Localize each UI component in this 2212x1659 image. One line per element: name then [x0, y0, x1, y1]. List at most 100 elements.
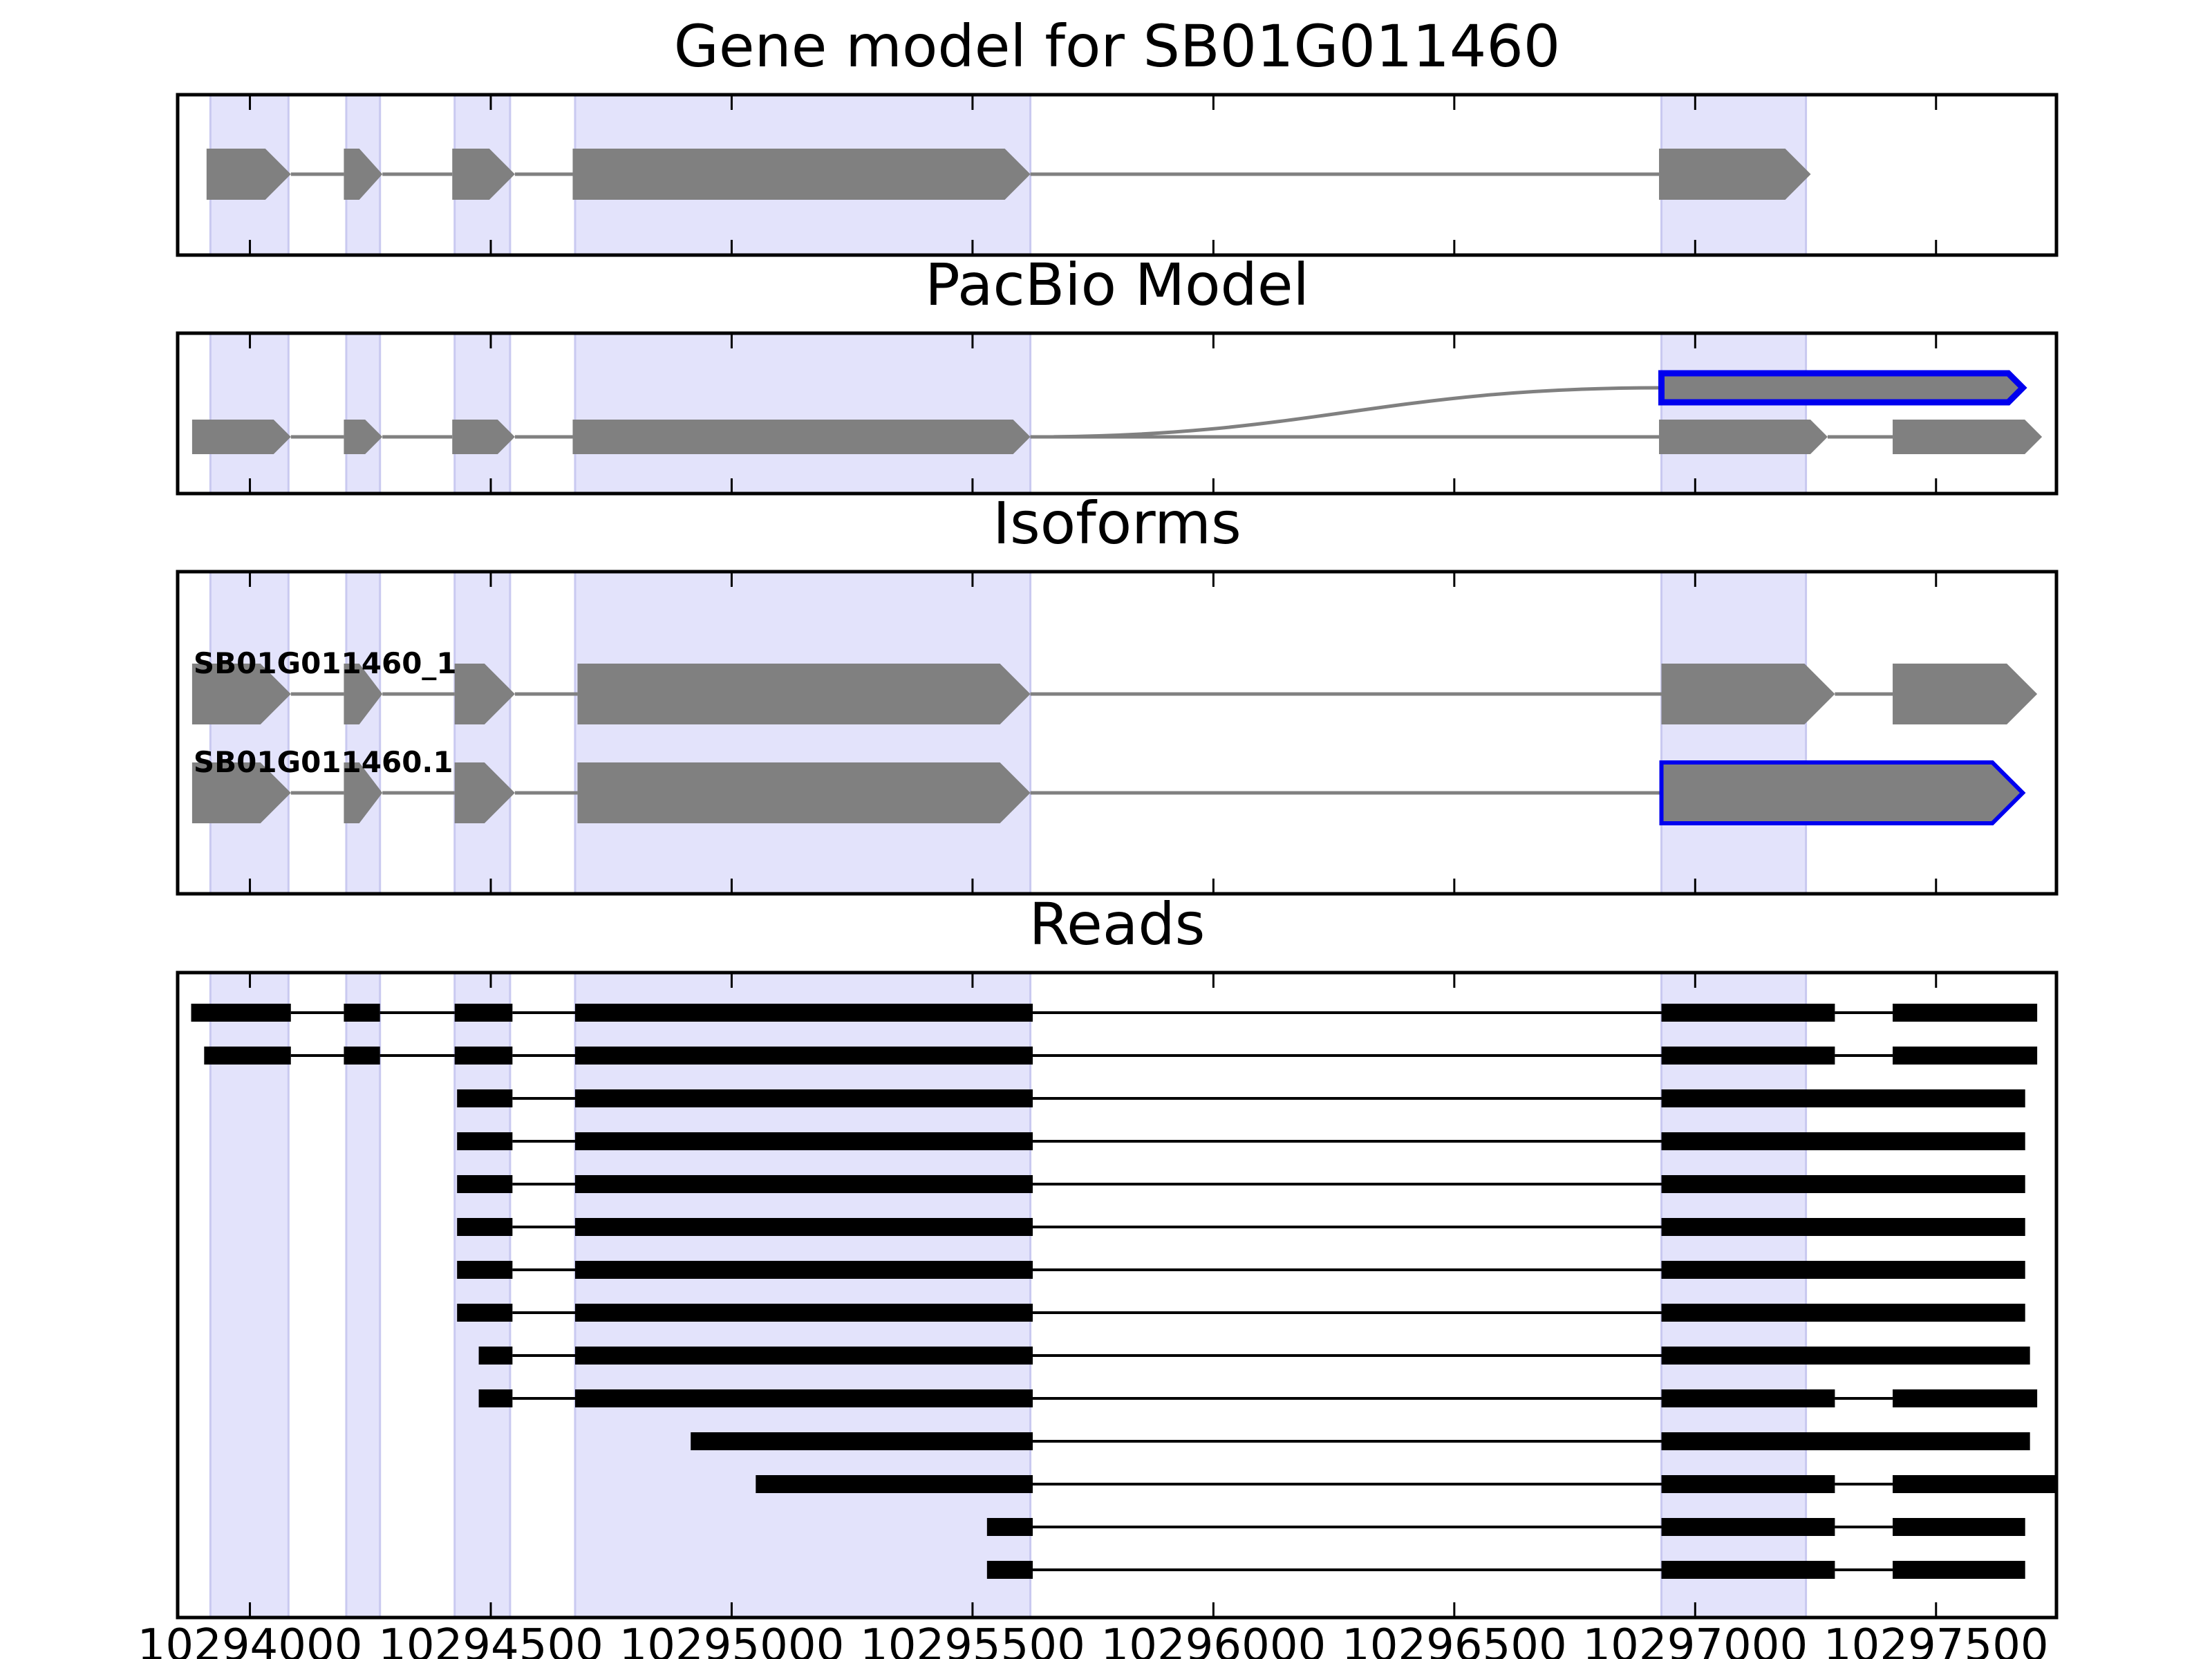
exon-shade-rd-2: [453, 971, 512, 1619]
panel-title-isoforms: Isoforms: [993, 489, 1241, 557]
ticks-pacbio: [249, 333, 1938, 494]
read-5-block-1: [574, 1218, 1033, 1236]
read-0-block-1: [344, 1004, 380, 1022]
exon-shade-iso-3: [574, 570, 1032, 895]
read-9-block-1: [574, 1389, 1033, 1407]
panel-title-gene-model: Gene model for SB01G011460: [674, 12, 1560, 80]
ticks-reads: [249, 973, 1938, 1618]
read-10-block-0: [691, 1432, 1033, 1450]
read-0-block-2: [454, 1004, 513, 1022]
exon-shade-pb-0: [209, 332, 290, 495]
read-5-block-2: [1661, 1218, 2025, 1236]
read-2-block-2: [1661, 1089, 2025, 1107]
gene-model-exon-2: [452, 149, 515, 200]
isoform-0-exon-0: [191, 664, 291, 724]
read-8-block-1: [574, 1347, 1033, 1365]
read-3-block-2: [1661, 1132, 2025, 1150]
read-6-block-2: [1661, 1261, 2025, 1279]
gene-model-exon-0: [206, 149, 291, 200]
gene-model-exon-4: [1659, 149, 1811, 200]
isoform-0-exon-1: [344, 664, 383, 724]
pacbio-track-0-exon-2: [452, 420, 515, 454]
read-13-block-0: [986, 1561, 1033, 1579]
panel-isoforms: Isoforms SB01G011460_1 SB01G011460.1: [176, 489, 2059, 896]
pacbio-track-0-exon-3: [572, 420, 1031, 454]
read-7-block-0: [457, 1304, 513, 1322]
read-1-block-1: [344, 1047, 380, 1065]
x-tick-label-3: 10295500: [860, 1620, 1085, 1659]
panel-gene-model: Gene model for SB01G011460: [176, 12, 2059, 257]
read-3-block-1: [574, 1132, 1033, 1150]
read-11-block-2: [1893, 1475, 2056, 1493]
read-3-block-0: [457, 1132, 513, 1150]
features-gene-model: [206, 149, 1811, 200]
panel-title-pacbio-model: PacBio Model: [925, 251, 1309, 319]
exon-shade-rd-0: [209, 971, 290, 1619]
isoform-label-0: SB01G011460_1: [194, 646, 457, 680]
read-12-block-0: [986, 1518, 1033, 1536]
read-1-block-5: [1893, 1047, 2038, 1065]
gene-model-exon-1: [344, 149, 383, 200]
exon-shade-iso-1: [345, 570, 382, 895]
read-9-block-0: [478, 1389, 513, 1407]
read-0-block-3: [574, 1004, 1033, 1022]
pacbio-track-0-exon-4: [1659, 420, 1828, 454]
read-9-block-2: [1661, 1389, 1835, 1407]
x-tick-label-7: 10297500: [1824, 1620, 2049, 1659]
exon-shades-isoforms: [209, 570, 1808, 895]
panel-frame-reads: [176, 971, 2059, 1620]
isoform-1-exon-4-highlighted: [1659, 760, 2026, 825]
ticks-gene-model: [249, 95, 1938, 255]
read-2-block-0: [457, 1089, 513, 1107]
exon-shade-iso-2: [453, 570, 512, 895]
read-1-block-4: [1661, 1047, 1835, 1065]
read-10-block-1: [1661, 1432, 2030, 1450]
read-12-block-2: [1893, 1518, 2025, 1536]
read-9-block-3: [1893, 1389, 2038, 1407]
isoform-1-exon-1: [344, 762, 383, 823]
x-tick-label-0: 10294000: [138, 1620, 363, 1659]
pacbio-highlighted-exon: [1658, 370, 2027, 406]
exon-shade-rd-4: [1660, 971, 1808, 1619]
features-reads: [191, 1004, 2056, 1579]
exon-shades-pacbio: [209, 332, 1808, 495]
isoform-1-exon-2: [454, 762, 515, 823]
read-7-block-2: [1661, 1304, 2025, 1322]
read-5-block-0: [457, 1218, 513, 1236]
pacbio-track-0-exon-0: [191, 420, 291, 454]
x-tick-label-6: 10297000: [1582, 1620, 1808, 1659]
exon-shade-pb-1: [345, 332, 382, 495]
x-tick-label-5: 10296500: [1342, 1620, 1567, 1659]
exon-shade-iso-0: [209, 570, 290, 895]
pacbio-track-0-exon-5: [1893, 420, 2043, 454]
read-13-block-1: [1661, 1561, 1835, 1579]
read-4-block-2: [1661, 1175, 2025, 1193]
x-tick-label-2: 10295000: [619, 1620, 845, 1659]
read-0-block-0: [191, 1004, 291, 1022]
pacbio-track-0-exon-1: [344, 420, 383, 454]
exon-shade-pb-4: [1660, 332, 1808, 495]
read-6-block-0: [457, 1261, 513, 1279]
exon-shade-pb-2: [453, 332, 512, 495]
read-6-block-1: [574, 1261, 1033, 1279]
panel-frame-isoforms: [176, 570, 2059, 896]
exon-shade-rd-1: [345, 971, 382, 1619]
read-11-block-1: [1661, 1475, 1835, 1493]
x-tick-label-1: 10294500: [378, 1620, 603, 1659]
read-8-block-2: [1661, 1347, 2030, 1365]
read-2-block-1: [574, 1089, 1033, 1107]
exon-shade-iso-4: [1660, 570, 1808, 895]
read-7-block-1: [574, 1304, 1033, 1322]
gene-model-exon-3: [572, 149, 1031, 200]
isoform-label-1: SB01G011460.1: [194, 745, 453, 779]
read-4-block-0: [457, 1175, 513, 1193]
read-0-block-5: [1893, 1004, 2038, 1022]
read-8-block-0: [478, 1347, 513, 1365]
exon-shade-rd-3: [574, 971, 1032, 1619]
features-isoforms: SB01G011460_1 SB01G011460.1: [191, 646, 2038, 825]
exon-shade-pb-3: [574, 332, 1032, 495]
features-pacbio: [191, 370, 2043, 454]
read-4-block-1: [574, 1175, 1033, 1193]
x-tick-label-4: 10296000: [1101, 1620, 1327, 1659]
